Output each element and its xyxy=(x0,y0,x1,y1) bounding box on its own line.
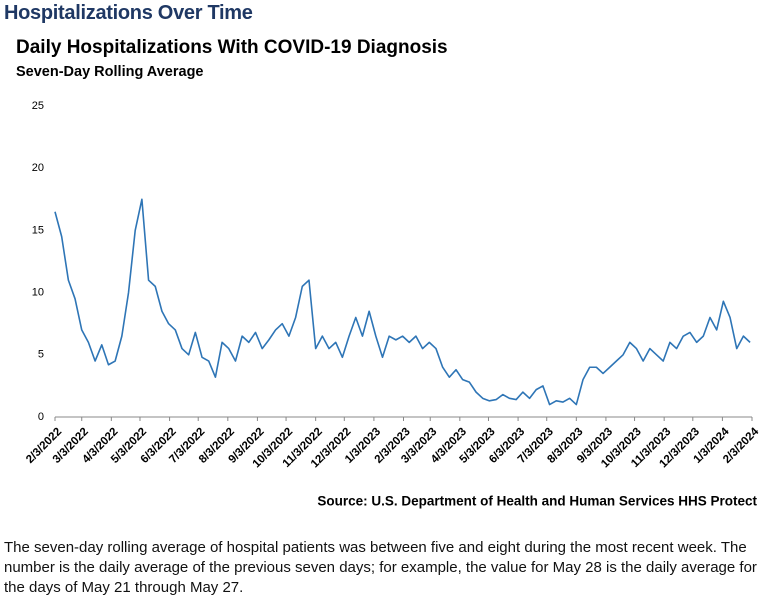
chart-title: Daily Hospitalizations With COVID-19 Dia… xyxy=(16,37,448,58)
y-tick-label: 25 xyxy=(32,100,44,112)
description: The seven-day rolling average of hospita… xyxy=(4,539,757,596)
data-line xyxy=(54,198,751,406)
chart: Daily Hospitalizations With COVID-19 Dia… xyxy=(16,37,762,509)
chart-subtitle: Seven-Day Rolling Average xyxy=(16,64,204,80)
y-tick-label: 15 xyxy=(32,224,44,236)
y-tick-label: 5 xyxy=(38,349,44,361)
page-title: Hospitalizations Over Time xyxy=(4,2,253,24)
source: Source: U.S. Department of Health and Hu… xyxy=(317,494,757,509)
y-tick-label: 20 xyxy=(32,162,44,174)
y-tick-label: 0 xyxy=(38,411,44,423)
y-tick-label: 10 xyxy=(32,287,44,299)
